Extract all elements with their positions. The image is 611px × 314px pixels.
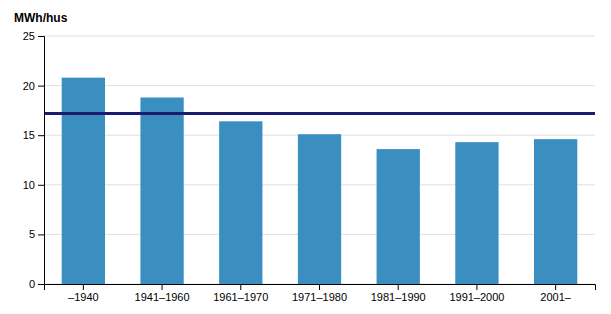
tick-mark	[38, 135, 44, 136]
bar	[62, 78, 105, 284]
tick: 20	[23, 80, 44, 92]
tick-mark	[240, 284, 241, 290]
tick-mark	[319, 284, 320, 290]
axis-line	[45, 285, 596, 291]
tick-mark	[162, 284, 163, 290]
axis-line	[38, 37, 45, 285]
tick-label: 15	[23, 129, 35, 141]
bar	[298, 134, 341, 284]
tick-label: 1941–1960	[135, 291, 190, 303]
tick-mark	[38, 86, 44, 87]
grid-line	[44, 36, 595, 37]
tick-mark	[38, 234, 44, 235]
tick-label: 5	[29, 228, 35, 240]
bar	[377, 149, 420, 284]
axis-title: MWh/hus	[14, 11, 68, 25]
chart: 0 5 10 15 20 25 –1940 1941–1960 1961–1970 1971–19…	[0, 0, 611, 314]
tick-mark	[38, 284, 44, 285]
tick-mark	[555, 284, 556, 290]
bar	[219, 121, 262, 284]
tick-label: 25	[23, 30, 35, 42]
tick-label: 1971–1980	[292, 291, 347, 303]
grid	[44, 36, 595, 284]
tick: 15	[23, 129, 44, 141]
y-axis: 0 5 10 15 20 25	[23, 30, 45, 290]
tick-label: 20	[23, 80, 35, 92]
grid-line	[44, 85, 595, 86]
tick-mark	[38, 185, 44, 186]
tick-label: 0	[29, 278, 35, 290]
tick-label: –1940	[68, 291, 99, 303]
tick: 1971–1980	[292, 284, 347, 303]
tick: 25	[23, 30, 44, 42]
tick-label: 1961–1970	[213, 291, 268, 303]
tick: 1991–2000	[449, 284, 504, 303]
tick-mark	[38, 36, 44, 37]
tick-label: 1981–1990	[371, 291, 426, 303]
tick-label: 2001–	[540, 291, 571, 303]
bar	[140, 98, 183, 284]
tick: 2001–	[540, 284, 571, 303]
tick: 0	[29, 278, 44, 290]
bar	[455, 142, 498, 284]
tick: 1941–1960	[135, 284, 190, 303]
tick: 1981–1990	[371, 284, 426, 303]
tick-label: 1991–2000	[449, 291, 504, 303]
tick: 5	[29, 228, 44, 240]
reference-line	[44, 112, 595, 115]
tick: 10	[23, 179, 44, 191]
tick: 1961–1970	[213, 284, 268, 303]
plot: 0 5 10 15 20 25 –1940 1941–1960 1961–1970 1971–19…	[23, 30, 596, 303]
tick-mark	[476, 284, 477, 290]
tick: –1940	[68, 284, 99, 303]
tick-mark	[83, 284, 84, 290]
tick-label: 10	[23, 179, 35, 191]
x-axis: –1940 1941–1960 1961–1970 1971–1980 1981–199…	[45, 284, 596, 303]
marks	[44, 78, 595, 284]
bar	[534, 139, 577, 284]
tick-mark	[398, 284, 399, 290]
